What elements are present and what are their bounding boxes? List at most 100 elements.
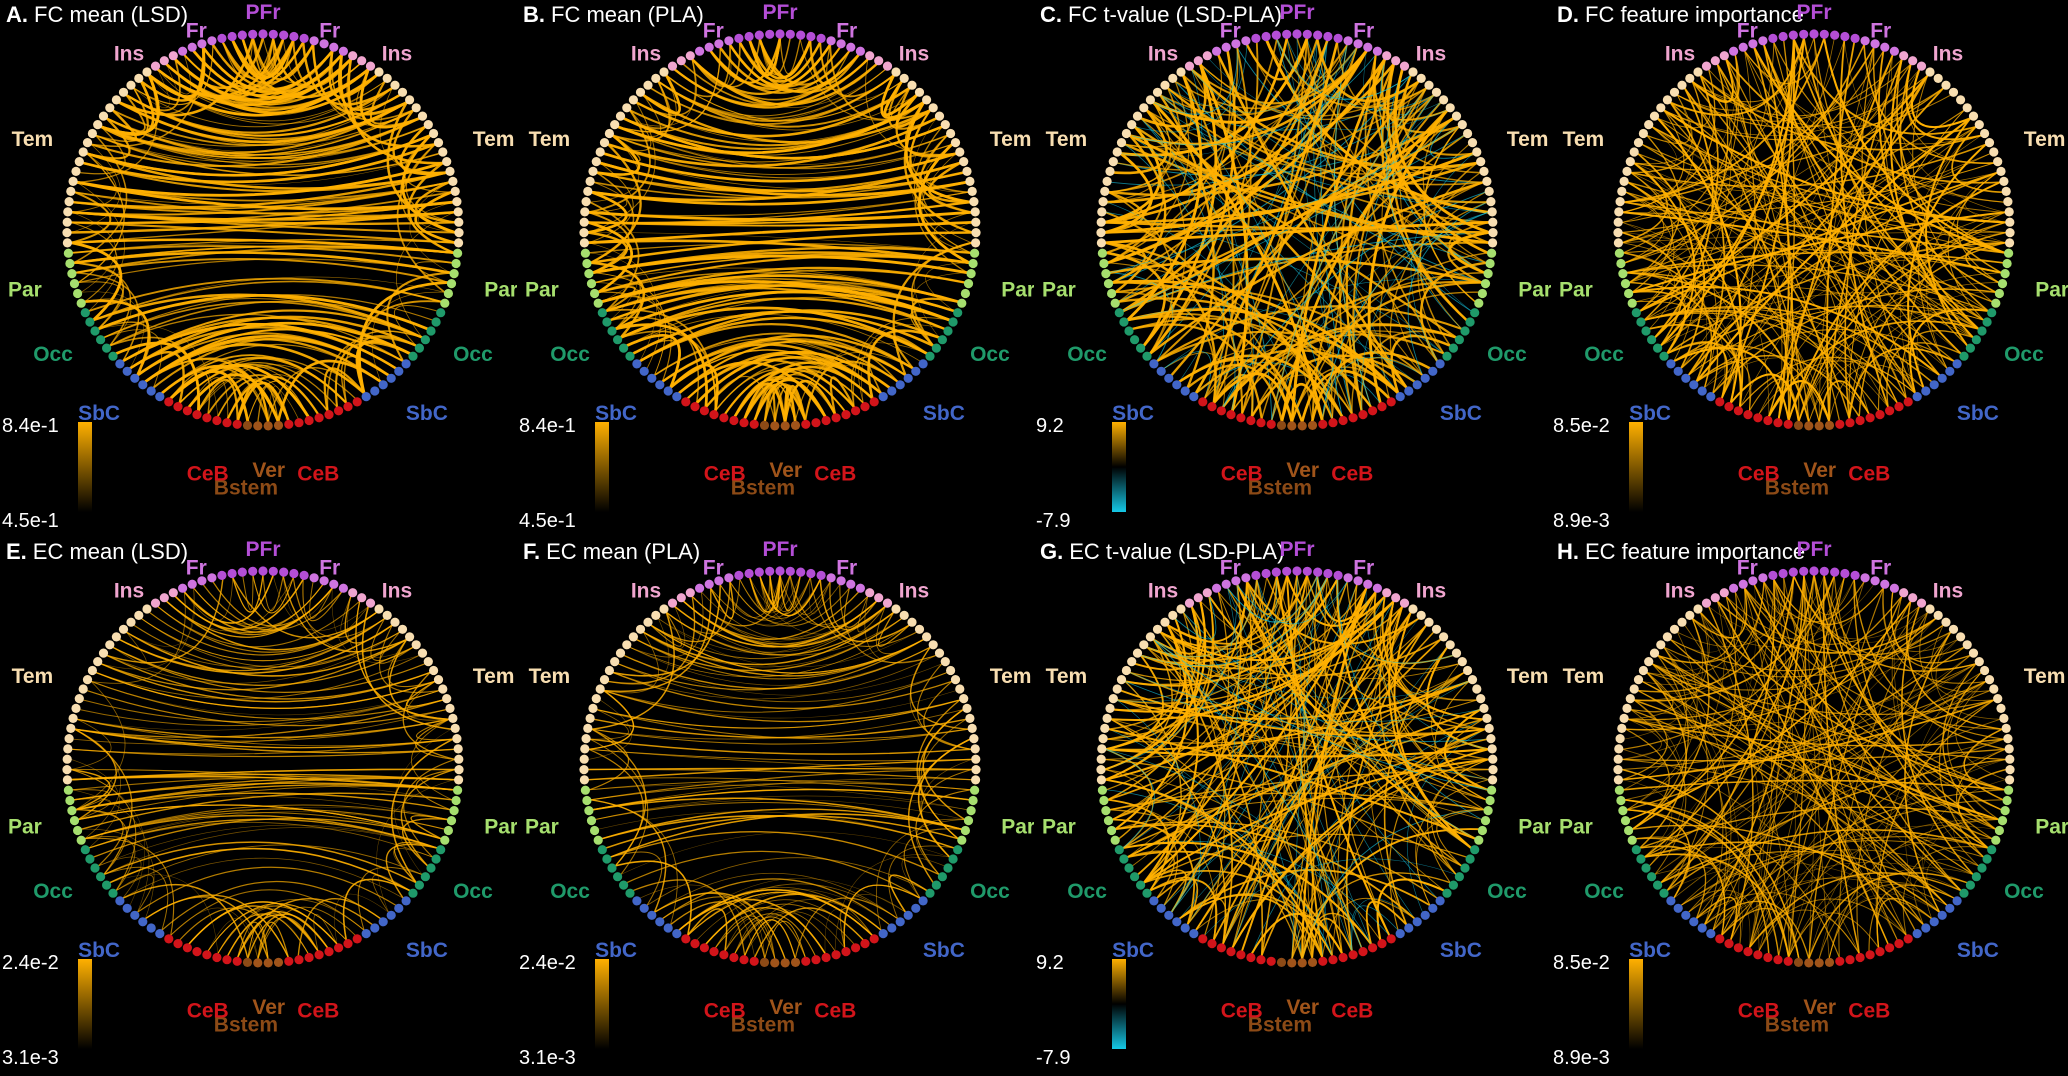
- region-node: [1119, 317, 1129, 327]
- region-label-parr: Par: [1001, 279, 1034, 302]
- region-node: [69, 279, 80, 289]
- region-node: [319, 39, 329, 49]
- region-node: [1487, 207, 1497, 217]
- region-node: [1202, 588, 1212, 598]
- region-node: [1313, 30, 1323, 40]
- connection-edge: [1739, 356, 1916, 408]
- connection-edge: [241, 38, 295, 79]
- region-node: [714, 39, 724, 49]
- region-node: [1956, 632, 1966, 642]
- region-node: [1773, 955, 1783, 965]
- connection-edge: [1763, 576, 1795, 615]
- connection-edge: [589, 709, 629, 740]
- region-node: [1636, 854, 1646, 864]
- connection-edge: [635, 87, 911, 138]
- region-node: [227, 31, 237, 42]
- region-node: [971, 765, 981, 775]
- region-node: [1408, 67, 1418, 77]
- region-node: [1993, 157, 2003, 167]
- region-node: [579, 217, 589, 227]
- connection-edge: [1657, 117, 1979, 330]
- region-node: [1282, 566, 1292, 576]
- region-node: [1488, 754, 1498, 764]
- connection-edge: [1372, 54, 1435, 111]
- connection-edge: [588, 162, 634, 244]
- region-node: [105, 103, 115, 113]
- region-node: [925, 888, 935, 898]
- region-label-frl: Fr: [1737, 557, 1758, 580]
- connection-edge: [376, 779, 455, 913]
- region-node: [966, 269, 976, 279]
- region-node: [955, 147, 965, 157]
- connection-edge: [783, 385, 807, 422]
- connection-edge: [340, 355, 390, 404]
- connection-edge: [617, 94, 662, 137]
- region-node: [414, 880, 424, 890]
- connection-edge: [1882, 587, 1986, 684]
- connection-edge: [156, 41, 305, 100]
- region-node: [433, 675, 444, 685]
- region-node: [1287, 958, 1297, 968]
- connection-edge: [1625, 617, 1937, 731]
- region-node: [111, 632, 121, 642]
- region-node: [164, 934, 174, 944]
- region-node: [1840, 31, 1850, 42]
- connection-edge: [74, 728, 455, 754]
- connection-edge: [405, 143, 455, 224]
- region-node: [639, 366, 649, 376]
- region-node: [770, 421, 780, 431]
- region-node: [1261, 568, 1271, 579]
- connection-edge: [1266, 577, 1486, 730]
- connection-edge: [601, 295, 642, 330]
- connection-edge: [748, 39, 812, 80]
- region-node: [613, 872, 623, 882]
- region-node: [1987, 845, 1997, 855]
- connection-edge: [1443, 708, 1488, 791]
- region-label-parr: Par: [1518, 816, 1551, 839]
- region-node: [959, 157, 969, 167]
- region-node: [585, 176, 595, 186]
- connection-edge: [1129, 587, 1367, 682]
- region-node: [1685, 73, 1695, 83]
- region-node: [1625, 157, 1635, 167]
- region-node: [957, 835, 967, 845]
- connection-edge: [1159, 94, 1215, 389]
- connection-edge: [589, 252, 638, 321]
- region-label-cebl: CeB: [187, 999, 229, 1022]
- connection-edge: [103, 866, 169, 931]
- region-label-sbcl: SbC: [78, 402, 120, 425]
- region-label-insl: Ins: [114, 42, 144, 65]
- region-node: [1681, 373, 1691, 383]
- connection-edge: [1246, 576, 1278, 616]
- region-node: [659, 604, 669, 614]
- region-label-insr: Ins: [899, 579, 929, 602]
- region-node: [452, 197, 462, 207]
- region-node: [1738, 42, 1748, 52]
- region-node: [1627, 835, 1637, 845]
- connection-edge: [71, 182, 450, 215]
- region-node: [1297, 958, 1307, 968]
- region-label-cebl: CeB: [1221, 999, 1263, 1022]
- region-node: [202, 413, 212, 423]
- panel-title-text: FC t-value (LSD-PLA): [1068, 2, 1282, 27]
- region-node: [585, 713, 595, 723]
- connection-edge: [133, 624, 400, 671]
- region-node: [1302, 566, 1312, 576]
- connection-edge: [1127, 308, 1400, 395]
- connection-edge: [1129, 134, 1482, 284]
- region-node: [1287, 421, 1297, 431]
- connection-edge: [1116, 699, 1201, 925]
- region-node: [1799, 29, 1809, 39]
- region-node: [1207, 402, 1217, 412]
- panel-title: G. EC t-value (LSD-PLA): [1040, 539, 1284, 565]
- connection-edge: [1116, 699, 1489, 760]
- region-node: [579, 765, 589, 775]
- region-node: [1899, 588, 1909, 598]
- connection-edge: [587, 232, 971, 254]
- region-node: [1198, 934, 1208, 944]
- connection-edge: [1108, 728, 1303, 959]
- region-node: [237, 567, 247, 577]
- connection-edge: [1739, 135, 1982, 408]
- connection-edge: [714, 915, 776, 960]
- connection-edge: [1639, 845, 1707, 919]
